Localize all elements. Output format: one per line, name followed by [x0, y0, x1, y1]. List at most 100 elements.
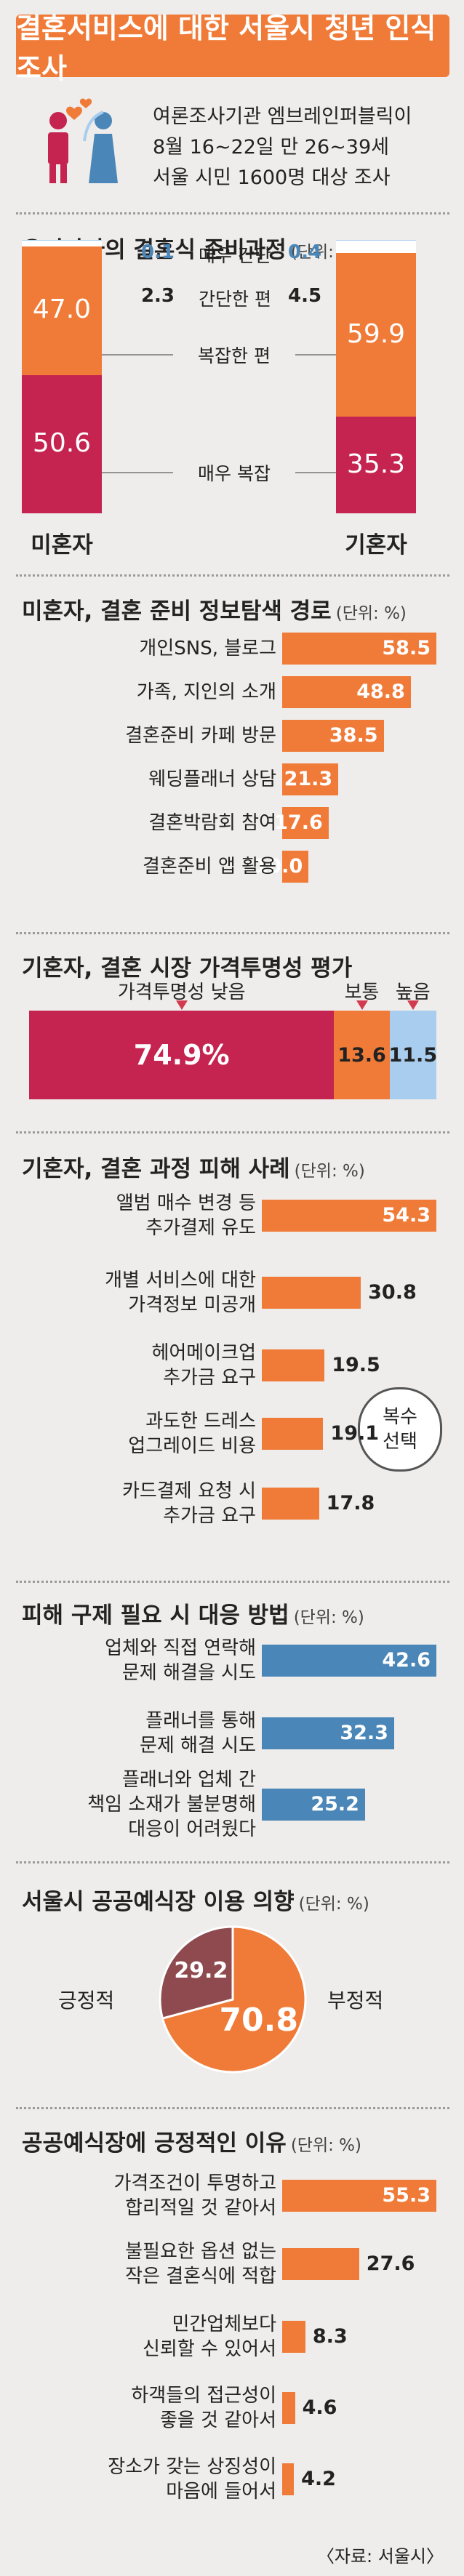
pie-value: 29.2	[174, 1957, 228, 1983]
small-value-left: 0.1	[140, 241, 175, 263]
reasons-label-line: 장소가 갖는 상징성이	[108, 2456, 276, 2478]
stack-segment	[22, 240, 102, 241]
reasons-title-text: 공공예식장에 긍정적인 이유	[22, 2130, 287, 2156]
reasons-label-line: 하객들의 접근성이	[131, 2385, 276, 2407]
damage-value: 54.3	[382, 1204, 431, 1227]
small-value-left: 2.3	[140, 285, 175, 307]
reasons-bar: 55.3	[282, 2180, 436, 2212]
damage-bar	[262, 1349, 325, 1381]
search-value: 17.6	[274, 811, 323, 834]
response-label-line: 문제 해결 시도	[139, 1735, 256, 1757]
stack-value-label: 50.6	[32, 428, 92, 458]
damage-bar: 54.3	[262, 1200, 436, 1232]
stack-segment	[22, 374, 102, 513]
response-label-line: 책임 소재가 불분명해	[87, 1794, 256, 1815]
damage-bar	[262, 1488, 319, 1520]
search-bar: 58.5	[282, 633, 436, 665]
response-bar: 32.3	[262, 1717, 394, 1749]
search-bar: 21.3	[282, 763, 339, 795]
search-label: 결혼준비 앱 활용	[143, 854, 276, 879]
stack-segment	[22, 240, 102, 247]
transparency-segment: 74.9%	[29, 1011, 335, 1099]
divider	[16, 1131, 449, 1133]
reasons-label: 장소가 갖는 상징성이 마음에 들어서	[108, 2455, 276, 2504]
response-label: 업체와 직접 연락해 문제 해결을 시도	[105, 1636, 256, 1685]
reasons-value: 8.3	[312, 2325, 348, 2348]
response-label: 플래너와 업체 간 책임 소재가 불분명해 대응이 어려웠다	[87, 1768, 256, 1842]
search-bar: 17.6	[274, 807, 329, 839]
stack-value-label: 47.0	[32, 294, 92, 325]
search-value: 38.5	[329, 724, 378, 747]
reasons-value: 4.2	[301, 2468, 336, 2490]
transparency-category: 높음	[395, 982, 431, 1003]
page-title: 결혼서비스에 대한 서울시 청년 인식조사	[16, 12, 449, 84]
reasons-label-line: 작은 결혼식에 적합	[125, 2266, 276, 2287]
divider	[16, 574, 449, 577]
response-title: 피해 구제 필요 시 대응 방법 (단위: %)	[22, 1597, 364, 1629]
intent-title-text: 서울시 공공예식장 이용 의향	[22, 1889, 295, 1915]
survey-info-line: 서울 시민 1600명 대상 조사	[153, 166, 391, 189]
reasons-bar	[282, 2392, 295, 2424]
damage-label-line: 앨범 매수 변경 등	[116, 1192, 256, 1214]
divider	[16, 932, 449, 934]
reasons-label: 가격조건이 투명하고 합리적일 것 같아서	[113, 2171, 276, 2220]
reasons-label: 하객들의 접근성이 좋을 것 같아서	[131, 2383, 276, 2433]
damage-label-line: 카드결제 요청 시	[122, 1480, 256, 1502]
divider	[16, 1861, 449, 1863]
damage-value: 17.8	[326, 1492, 375, 1514]
damage-label-line: 업그레이드 비용	[128, 1435, 256, 1457]
transparency-category: 보통	[344, 982, 380, 1003]
search-label: 가족, 지인의 소개	[137, 680, 276, 705]
reasons-value: 55.3	[382, 2184, 431, 2207]
reasons-label-line: 신뢰할 수 있어서	[143, 2338, 276, 2360]
stack-segment	[336, 417, 416, 513]
search-label: 웨딩플래너 상담	[148, 767, 276, 792]
damage-value: 19.5	[332, 1354, 380, 1376]
reasons-label: 불필요한 옵션 없는 작은 결혼식에 적합	[125, 2239, 276, 2289]
transparency-value: 13.6	[337, 1043, 386, 1067]
search-label-line: 웨딩플래너 상담	[148, 769, 276, 790]
damage-label: 앨범 매수 변경 등 추가결제 유도	[116, 1191, 256, 1240]
reasons-bar	[282, 2248, 359, 2280]
transparency-value: 11.5	[388, 1043, 438, 1067]
search-bar: 38.5	[282, 720, 384, 752]
search-label-line: 개인SNS, 블로그	[139, 638, 276, 659]
damage-label: 개별 서비스에 대한 가격정보 미공개	[105, 1268, 256, 1317]
reasons-label-line: 민간업체보다	[172, 2314, 276, 2335]
damage-label-line: 헤어메이크업	[151, 1342, 256, 1364]
response-title-text: 피해 구제 필요 시 대응 방법	[22, 1602, 289, 1629]
stack-segment	[336, 253, 416, 417]
response-label-line: 문제 해결을 시도	[122, 1662, 256, 1684]
damage-value: 19.1	[330, 1422, 380, 1445]
search-label-line: 결혼준비 카페 방문	[125, 725, 276, 747]
stack-value-label: 35.3	[346, 449, 406, 479]
response-label: 플래너를 통해 문제 해결 시도	[140, 1709, 256, 1758]
damage-value: 30.8	[368, 1281, 417, 1304]
transparency-segment: 13.6	[334, 1011, 390, 1099]
search-unit: (단위: %)	[335, 604, 407, 623]
stack-segment	[336, 239, 416, 241]
damage-unit: (단위: %)	[294, 1162, 365, 1181]
damage-label: 과도한 드레스 업그레이드 비용	[128, 1409, 256, 1458]
reasons-bar	[282, 2463, 295, 2495]
divider	[16, 212, 449, 214]
reasons-value: 4.6	[302, 2396, 337, 2419]
search-bar: 48.8	[282, 676, 411, 708]
intent-title: 서울시 공공예식장 이용 의향 (단위: %)	[22, 1883, 369, 1916]
transparency-marker	[356, 1000, 368, 1010]
multiple-choice-badge: 복수 선택	[358, 1387, 442, 1472]
reasons-value: 27.6	[366, 2252, 415, 2275]
category-label: 기혼자	[345, 532, 407, 558]
response-label-line: 대응이 어려웠다	[128, 1818, 256, 1840]
divider	[16, 1581, 449, 1583]
transparency-segment: 11.5	[388, 1011, 438, 1099]
legend-simple: 간단한 편	[199, 289, 271, 310]
response-bar: 42.6	[262, 1645, 436, 1677]
reasons-title: 공공예식장에 긍정적인 이유 (단위: %)	[22, 2124, 361, 2157]
damage-label-line: 가격정보 미공개	[128, 1294, 256, 1316]
damage-bar	[262, 1277, 361, 1309]
search-value: 48.8	[356, 681, 405, 703]
pie-slice	[161, 1925, 307, 2074]
source-note: 〈자료: 서울시〉	[316, 2546, 444, 2567]
